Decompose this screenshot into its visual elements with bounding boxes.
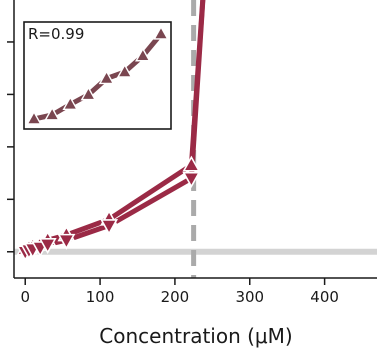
inset-data-point [98,70,115,85]
inset-data-point [26,110,42,125]
x-tick-label: 0 [20,288,30,306]
x-tick-label: 300 [235,288,264,306]
inset-data-point [44,106,60,121]
inset-data-point [80,86,97,101]
data-point [100,219,119,236]
x-tick-label: 200 [161,288,190,306]
data-point [57,233,76,250]
inset-data-point [135,47,151,62]
x-tick-label: 400 [310,288,339,306]
inset-frame [23,21,172,130]
main-plot: 0 100 200 300 400 [7,0,377,306]
data-point [38,238,57,255]
inset-plot: R=0.99 [23,21,172,130]
data-layer [14,0,377,278]
data-point [182,171,201,188]
x-axis-label: Concentration (μM) [99,324,292,348]
inset-data-point [62,95,79,111]
inset-data-point [153,25,169,40]
inset-annotation: R=0.99 [28,25,84,43]
data-point [182,155,201,172]
inset-data-point [116,63,133,78]
x-tick-label: 100 [86,288,115,306]
